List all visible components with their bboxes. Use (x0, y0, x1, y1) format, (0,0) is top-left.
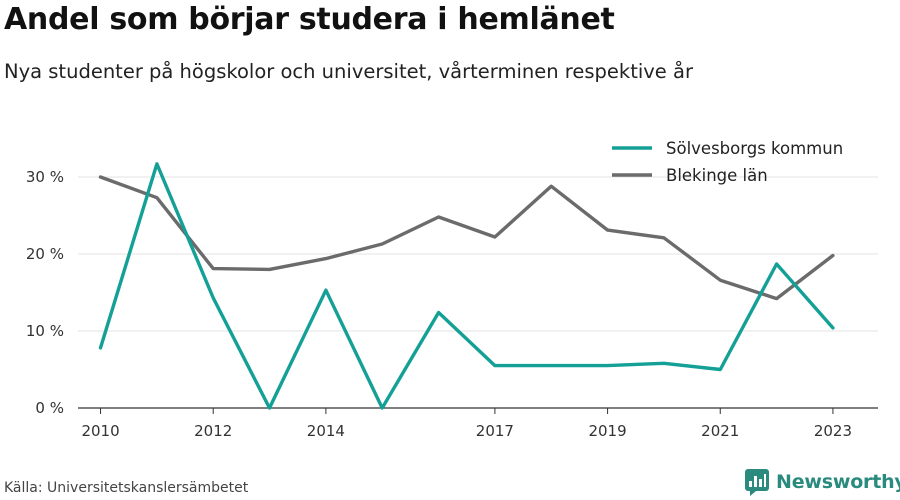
brand-logo[interactable]: Newsworthy (744, 468, 900, 496)
y-tick-label: 30 % (26, 168, 64, 186)
x-tick-label: 2010 (81, 422, 119, 440)
x-tick-label: 2012 (194, 422, 232, 440)
x-tick-label: 2021 (701, 422, 739, 440)
x-axis-ticks: 2010 2012 2014 2017 2019 2021 2023 (78, 407, 878, 440)
chart-title: Andel som börjar studera i hemlänet (4, 2, 615, 37)
y-axis-ticks: 0 % 10 % 20 % 30 % (26, 168, 64, 417)
bar-chart-logo-icon (745, 469, 769, 496)
line-chart: 0 % 10 % 20 % 30 % 2010 2012 2014 2017 2019 2021… (26, 139, 878, 440)
x-tick-label: 2017 (476, 422, 514, 440)
y-tick-label: 10 % (26, 322, 64, 340)
brand-name: Newsworthy (776, 471, 900, 493)
legend: Sölvesborgs kommun Blekinge län (612, 139, 843, 185)
series-lines (98, 162, 835, 410)
series-line-blekinge (98, 175, 835, 301)
chart-subtitle: Nya studenter på högskolor och universit… (4, 60, 693, 83)
y-tick-label: 20 % (26, 245, 64, 263)
legend-label: Blekinge län (666, 166, 768, 185)
x-tick-label: 2023 (814, 422, 852, 440)
x-tick-label: 2014 (307, 422, 345, 440)
x-tick-label: 2019 (588, 422, 626, 440)
y-tick-label: 0 % (35, 399, 64, 417)
source-note: Källa: Universitetskanslersämbetet (4, 480, 249, 496)
legend-label: Sölvesborgs kommun (666, 139, 843, 158)
series-line-solvesborg (98, 162, 835, 410)
grid-lines (78, 176, 878, 332)
